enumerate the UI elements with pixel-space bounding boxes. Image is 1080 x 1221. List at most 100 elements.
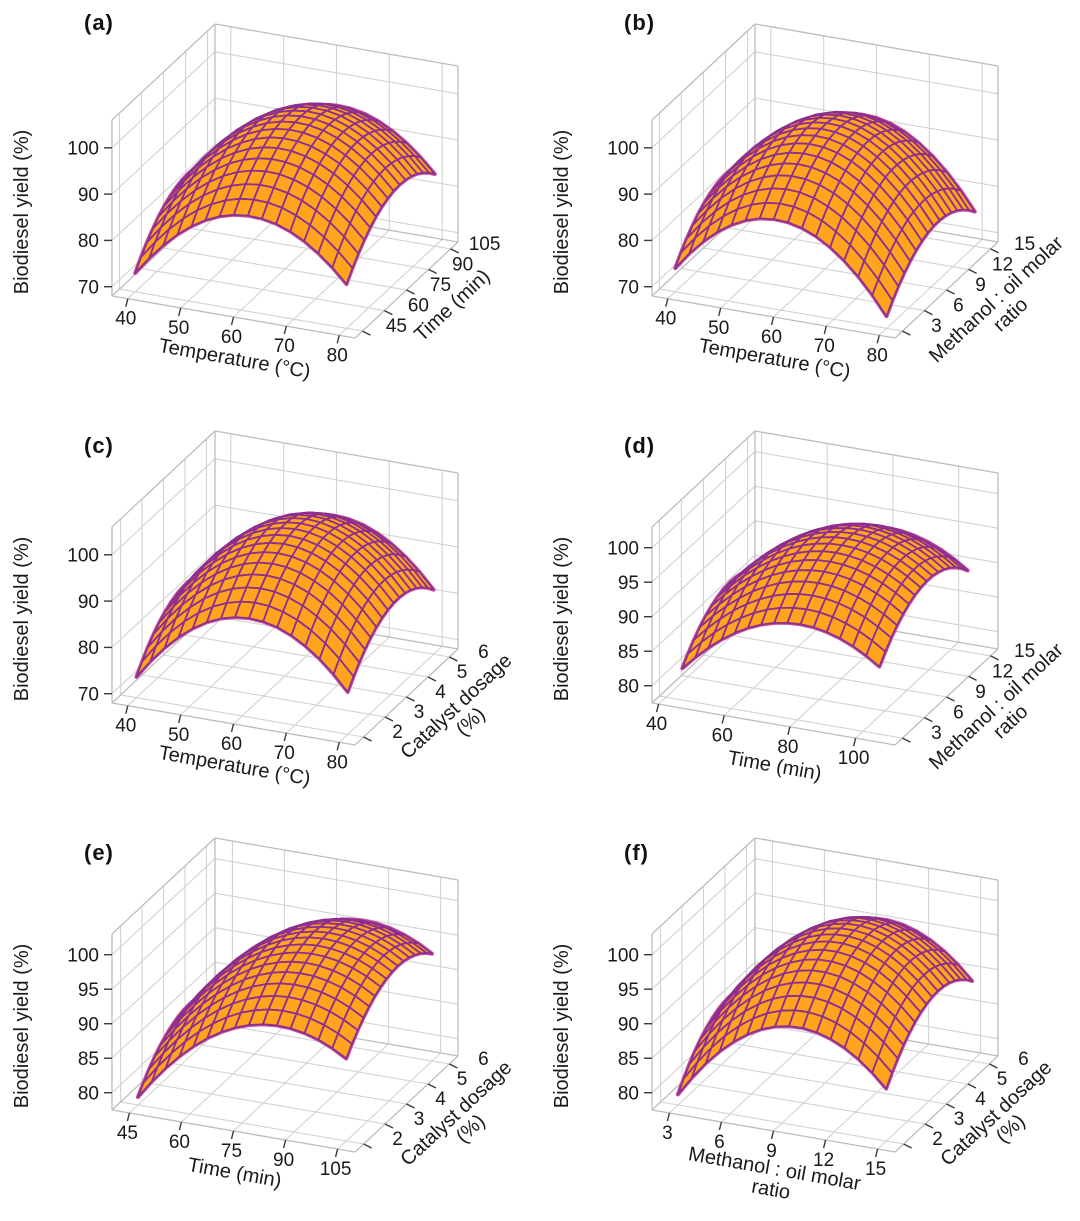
svg-text:95: 95 xyxy=(78,980,99,1001)
svg-text:9: 9 xyxy=(766,1141,777,1162)
svg-text:70: 70 xyxy=(274,743,295,764)
svg-text:60: 60 xyxy=(221,327,242,348)
panel-b-plot: 40 50 60 70 80 3 6 9 12 15 70 80 90 100 Temperature (°… xyxy=(540,0,1080,407)
svg-text:Biodiesel yield (%): Biodiesel yield (%) xyxy=(551,537,573,702)
svg-text:50: 50 xyxy=(708,318,729,339)
svg-text:85: 85 xyxy=(618,642,639,663)
svg-text:5: 5 xyxy=(457,662,468,683)
svg-text:3: 3 xyxy=(414,1109,425,1130)
svg-text:3: 3 xyxy=(414,702,425,723)
svg-text:Time (min): Time (min) xyxy=(726,747,823,785)
svg-text:80: 80 xyxy=(618,231,639,252)
svg-text:95: 95 xyxy=(618,980,639,1001)
svg-text:15: 15 xyxy=(1014,641,1035,662)
svg-text:80: 80 xyxy=(78,1083,99,1104)
panel-a-plot: 40 50 60 70 80 45 60 75 90 105 70 80 90 100 Temperatur… xyxy=(0,0,540,407)
svg-text:80: 80 xyxy=(618,1083,639,1104)
panel-e-plot: 45 60 75 90 105 2 3 4 5 6 80 85 90 95 100 Time (min) Cat… xyxy=(0,814,540,1221)
svg-text:6: 6 xyxy=(714,1132,725,1153)
svg-text:80: 80 xyxy=(327,345,348,366)
svg-text:100: 100 xyxy=(607,138,639,159)
svg-text:40: 40 xyxy=(655,309,676,330)
panel-a: (a) 40 50 60 70 80 45 60 75 90 105 70 80 90 100 Temper… xyxy=(0,0,540,407)
svg-text:6: 6 xyxy=(953,296,964,317)
panel-e-letter: (e) xyxy=(84,840,114,865)
panel-d-plot: 40 60 80 100 3 6 9 12 15 80 85 90 95 100 Time (min) Met… xyxy=(540,407,1080,814)
svg-text:12: 12 xyxy=(992,661,1013,682)
svg-text:80: 80 xyxy=(78,231,99,252)
svg-text:80: 80 xyxy=(618,676,639,697)
svg-text:5: 5 xyxy=(457,1069,468,1090)
panel-f-plot: 3 6 9 12 15 2 3 4 5 6 80 85 90 95 100 Methanol : oil mo… xyxy=(540,814,1080,1221)
svg-text:100: 100 xyxy=(838,748,870,769)
svg-text:75: 75 xyxy=(221,1141,242,1162)
svg-text:60: 60 xyxy=(169,1132,190,1153)
svg-text:80: 80 xyxy=(78,638,99,659)
panel-b-letter: (b) xyxy=(624,10,656,35)
svg-text:45: 45 xyxy=(386,316,407,337)
svg-text:105: 105 xyxy=(469,234,501,255)
svg-text:75: 75 xyxy=(430,275,451,296)
svg-text:3: 3 xyxy=(662,1123,673,1144)
svg-text:60: 60 xyxy=(712,726,733,747)
svg-text:40: 40 xyxy=(115,309,136,330)
svg-text:5: 5 xyxy=(997,1069,1008,1090)
svg-text:2: 2 xyxy=(932,1129,943,1150)
svg-text:100: 100 xyxy=(607,945,639,966)
svg-text:85: 85 xyxy=(78,1049,99,1070)
svg-text:9: 9 xyxy=(975,275,986,296)
panel-f: (f) 3 6 9 12 15 2 3 4 5 6 80 85 90 95 100 Methanol : oi… xyxy=(540,814,1080,1221)
svg-text:100: 100 xyxy=(67,945,99,966)
panel-a-letter: (a) xyxy=(84,10,114,35)
svg-text:15: 15 xyxy=(865,1159,886,1180)
panel-f-letter: (f) xyxy=(624,840,649,865)
svg-text:60: 60 xyxy=(761,327,782,348)
svg-text:90: 90 xyxy=(618,607,639,628)
svg-text:12: 12 xyxy=(813,1150,834,1171)
panel-d: (d) 40 60 80 100 3 6 9 12 15 80 85 90 95 100 Time (min… xyxy=(540,407,1080,814)
svg-text:100: 100 xyxy=(67,138,99,159)
svg-text:4: 4 xyxy=(435,1089,446,1110)
svg-text:70: 70 xyxy=(78,684,99,705)
svg-text:90: 90 xyxy=(78,1014,99,1035)
svg-text:6: 6 xyxy=(478,1049,489,1070)
svg-text:95: 95 xyxy=(618,573,639,594)
svg-text:12: 12 xyxy=(992,254,1013,275)
svg-text:60: 60 xyxy=(408,296,429,317)
svg-text:105: 105 xyxy=(320,1159,352,1180)
svg-text:100: 100 xyxy=(607,538,639,559)
svg-text:60: 60 xyxy=(221,734,242,755)
svg-text:80: 80 xyxy=(777,737,798,758)
svg-text:40: 40 xyxy=(115,716,136,737)
panel-c-letter: (c) xyxy=(84,433,114,458)
svg-text:80: 80 xyxy=(327,752,348,773)
svg-text:90: 90 xyxy=(452,254,473,275)
svg-text:90: 90 xyxy=(78,185,99,206)
panel-b: (b) 40 50 60 70 80 3 6 9 12 15 70 80 90 100 Temperatur… xyxy=(540,0,1080,407)
svg-text:45: 45 xyxy=(117,1123,138,1144)
svg-text:90: 90 xyxy=(78,592,99,613)
svg-text:Biodiesel yield (%): Biodiesel yield (%) xyxy=(11,537,33,702)
svg-text:50: 50 xyxy=(168,318,189,339)
svg-text:Biodiesel yield (%): Biodiesel yield (%) xyxy=(551,130,573,295)
svg-text:50: 50 xyxy=(168,725,189,746)
svg-text:Biodiesel yield (%): Biodiesel yield (%) xyxy=(551,944,573,1109)
svg-text:6: 6 xyxy=(1018,1049,1029,1070)
svg-text:70: 70 xyxy=(618,277,639,298)
svg-text:40: 40 xyxy=(646,714,667,735)
svg-text:85: 85 xyxy=(618,1049,639,1070)
svg-text:Biodiesel yield (%): Biodiesel yield (%) xyxy=(11,944,33,1109)
svg-text:4: 4 xyxy=(975,1089,986,1110)
svg-text:3: 3 xyxy=(954,1109,965,1130)
svg-text:6: 6 xyxy=(478,642,489,663)
panel-d-letter: (d) xyxy=(624,433,656,458)
svg-text:6: 6 xyxy=(953,703,964,724)
svg-text:90: 90 xyxy=(273,1150,294,1171)
panel-a-chart: 40 50 60 70 8045607590105708090100Temperatur… xyxy=(11,23,501,383)
